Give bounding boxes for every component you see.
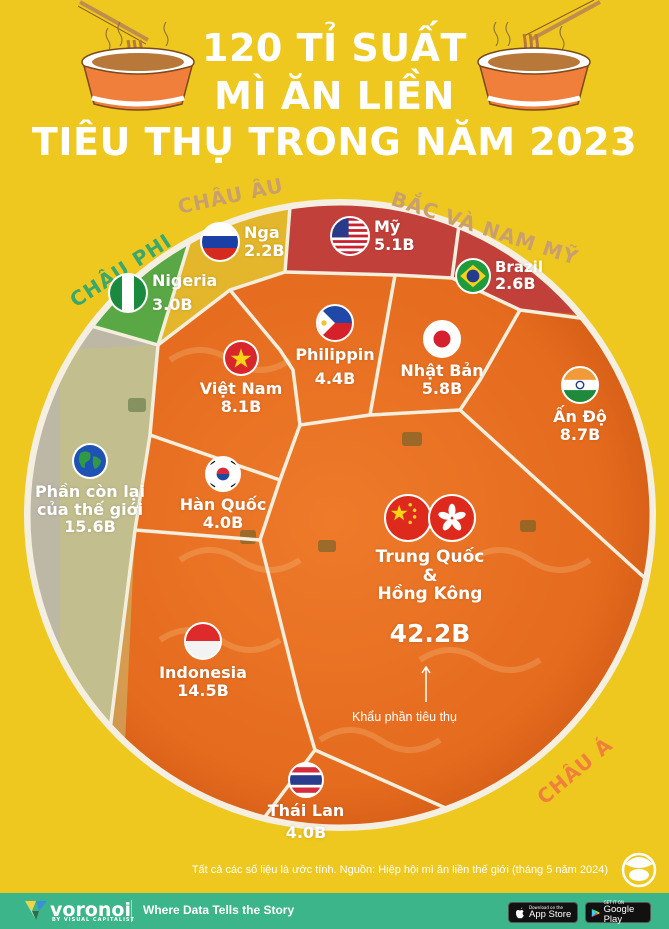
japan-flag-icon [423, 320, 461, 358]
cell-label-vietnam: Việt Nam 8.1B [186, 340, 296, 415]
voronoi-sub: BY VISUAL CAPITALIST [52, 917, 135, 923]
title-line-3: TIÊU THỤ TRONG NĂM 2023 [31, 120, 638, 164]
title-line-2: MÌ ĂN LIỀN [214, 74, 455, 118]
globe-icon [72, 443, 108, 479]
china-flag-icon [384, 494, 432, 542]
cell-label-philippines: Philippin 4.4B [290, 304, 380, 387]
philippines-flag-icon [316, 304, 354, 342]
cell-label-indonesia: Indonesia 14.5B [148, 622, 258, 699]
cell-label-korea: Hàn Quốc 4.0B [168, 456, 278, 531]
cell-label-usa: Mỹ 5.1B [330, 216, 415, 256]
arrow-up-icon [421, 665, 431, 702]
hong-kong-flag-icon [428, 494, 476, 542]
cell-label-india: Ấn Độ 8.7B [540, 366, 620, 443]
brazil-flag-icon [455, 258, 491, 294]
noodle-cup-icon-right [477, 0, 601, 111]
google-play-icon [591, 908, 600, 917]
indonesia-flag-icon [184, 622, 222, 660]
cell-label-rest-of-world: Phần còn lại của thế giới 15.6B [20, 443, 160, 536]
russia-flag-icon [200, 222, 240, 262]
cell-label-china-hong-kong: Trung Quốc & Hồng Kông 42.2B [355, 494, 505, 648]
app-store-button[interactable]: Download on the App Store [508, 902, 578, 923]
noodle-cup-icon-left [78, 0, 195, 111]
cell-label-japan: Nhật Bản 5.8B [392, 320, 492, 397]
cell-label-thailand: Thái Lan 4.0B [256, 762, 356, 841]
cell-label-brazil: Brazil 2.6B [455, 258, 543, 294]
annotation-label: Khẩu phần tiêu thụ [352, 710, 457, 724]
thailand-flag-icon [288, 762, 324, 798]
korea-flag-icon [205, 456, 241, 492]
source-note: Tất cả các số liệu là ước tính. Nguồn: H… [191, 864, 608, 876]
apple-icon [516, 906, 524, 918]
voronoi-logo[interactable]: voronoi [24, 899, 131, 921]
cell-label-nigeria: Nigeria 3.0B [108, 272, 217, 313]
google-play-button[interactable]: GET IT ON Google Play [585, 901, 651, 924]
vietnam-flag-icon [223, 340, 259, 376]
cell-label-russia: Nga 2.2B [200, 222, 285, 262]
footer-divider [131, 900, 132, 922]
voronoi-logo-icon [25, 901, 47, 920]
nigeria-flag-icon [108, 272, 148, 313]
footer-bar: voronoi BY VISUAL CAPITALIST Where Data … [0, 893, 669, 929]
tagline: Where Data Tells the Story [143, 903, 295, 917]
noodle-bowl-logo-icon [621, 852, 657, 888]
title-line-1: 120 TỈ SUẤT [202, 26, 467, 70]
usa-flag-icon [330, 216, 370, 256]
india-flag-icon [561, 366, 599, 404]
